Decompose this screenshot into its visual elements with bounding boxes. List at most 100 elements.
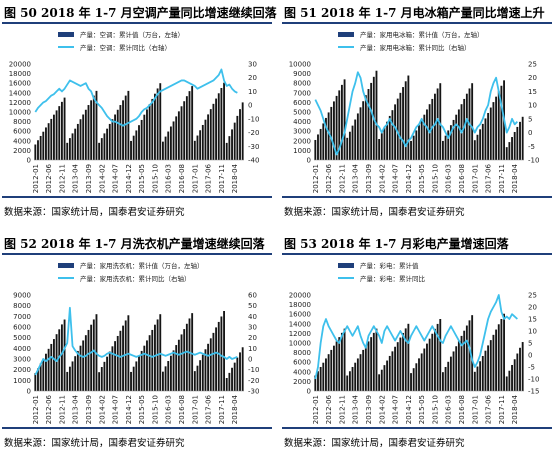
bar: [441, 372, 444, 391]
y-right-tick: 0: [528, 352, 532, 360]
bar: [423, 348, 426, 391]
bar: [66, 142, 69, 160]
bar: [209, 109, 212, 160]
x-tick: 2013-04: [72, 394, 80, 424]
chart-svg: 产量：空调：累计值（万台，左轴） 产量：空调：累计同比（右轴） 0 2000 40006…: [9, 30, 260, 193]
x-tick: 2012-01: [312, 164, 320, 193]
bar: [116, 109, 119, 160]
title-rule: [282, 253, 552, 255]
x-tick: 2018-04: [511, 394, 519, 424]
y-left-tick: 8000: [293, 80, 311, 88]
legend-label: 产量：空调：累计值（万台，左轴）: [80, 30, 184, 39]
bar: [177, 339, 180, 391]
x-tick: 2012-01: [32, 164, 40, 193]
series-line: [314, 294, 518, 380]
y-left-tick: 14000: [9, 89, 31, 97]
bar: [127, 90, 130, 160]
y-left-tick: 6000: [293, 359, 311, 367]
y-left-tick: 10000: [289, 61, 311, 69]
bar: [333, 345, 335, 391]
y-right-tick: 0: [528, 129, 532, 137]
bar: [188, 91, 191, 160]
bar: [111, 119, 114, 160]
x-tick: 2012-06: [325, 163, 333, 193]
y-right-tick: -15: [528, 388, 539, 396]
bar: [418, 358, 420, 391]
bar: [372, 332, 375, 391]
bar: [95, 90, 98, 160]
bar: [175, 345, 178, 391]
bar: [495, 96, 498, 160]
bar: [473, 140, 476, 160]
x-tick: 2014-12: [125, 164, 133, 193]
bar: [519, 121, 521, 160]
bar: [92, 95, 95, 160]
bar: [449, 356, 452, 391]
x-tick: 2013-04: [72, 163, 80, 193]
bar: [479, 129, 482, 160]
bar: [175, 116, 178, 160]
x-tick: 2013-04: [352, 394, 360, 424]
bar: [468, 320, 471, 391]
bar: [114, 114, 117, 160]
x-tick: 2018-04: [231, 394, 239, 424]
bar: [402, 87, 404, 160]
chart-panel-50: 图 50 2018 年 1-7 月空调产量同比增速继续回落 产量：空调：累计值（…: [0, 0, 277, 226]
bar: [415, 363, 418, 391]
bar: [58, 106, 61, 160]
bar: [34, 373, 37, 391]
bar: [45, 353, 47, 391]
bar: [362, 349, 365, 391]
bar: [346, 137, 349, 160]
y-left-tick: 12000: [289, 330, 311, 338]
x-tick: 2014-12: [405, 395, 413, 424]
bar: [76, 350, 79, 391]
bar: [63, 319, 66, 391]
bar: [47, 348, 50, 391]
bar: [199, 360, 202, 391]
y-right-tick: -20: [248, 129, 259, 137]
legend-label: 产量：彩电：累计值: [360, 261, 419, 270]
y-left-tick: 6000: [13, 128, 31, 136]
bar: [45, 127, 47, 160]
bar: [492, 102, 495, 160]
bar: [404, 81, 407, 160]
bar: [396, 342, 399, 391]
y-right-tick: 60: [248, 292, 257, 300]
bar: [375, 70, 378, 160]
bar: [383, 127, 386, 160]
y-left-tick: 7000: [293, 89, 311, 97]
bar: [161, 141, 164, 160]
y-left-tick: 16000: [9, 80, 31, 88]
x-tick: 2013-09: [85, 395, 93, 424]
bar: [359, 354, 362, 391]
bar: [76, 123, 79, 160]
bar: [386, 360, 389, 391]
bar: [215, 98, 218, 160]
y-left-tick: 4000: [293, 118, 311, 126]
bar: [207, 114, 210, 160]
bar: [71, 361, 74, 391]
legend: 产量：家用电冰箱：累计值（万台，左轴） 产量：家用电冰箱：累计同比（右轴）: [338, 30, 484, 52]
bar: [388, 115, 391, 160]
bar: [146, 109, 148, 160]
bar: [479, 361, 482, 391]
y-left-tick: 20000: [289, 292, 311, 300]
bar: [183, 329, 186, 391]
bar: [130, 140, 132, 160]
bar: [79, 119, 82, 160]
title-rule: [2, 253, 272, 255]
bar: [108, 351, 111, 391]
bar: [79, 345, 82, 391]
chart-title: 图 53 2018 年 1-7 月彩电产量增速回落: [284, 237, 509, 251]
bar: [423, 114, 426, 160]
bar: [457, 341, 460, 391]
bar: [132, 135, 135, 160]
bar: [209, 338, 212, 391]
x-tick: 2016-08: [178, 164, 186, 193]
bar: [439, 83, 442, 160]
bar: [151, 98, 154, 160]
y-right-tick: -10: [528, 157, 539, 165]
y-right-tick: -30: [248, 388, 259, 396]
bar: [465, 325, 468, 391]
